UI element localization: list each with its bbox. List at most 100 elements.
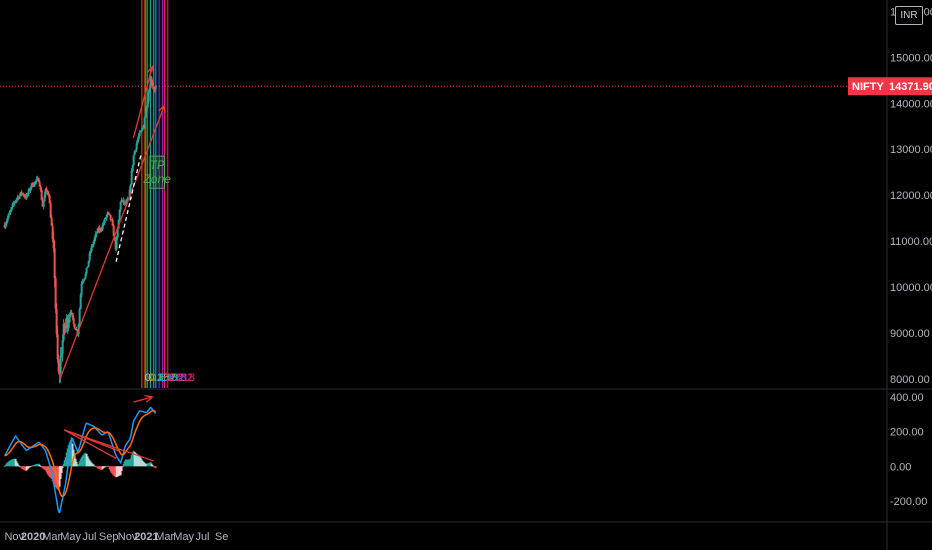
candle-body: [133, 151, 136, 155]
macd-histogram-bar: [130, 455, 133, 467]
macd-tick-label: -200.00: [890, 496, 927, 508]
macd-histogram-bar: [69, 440, 72, 467]
macd-histogram-bar: [88, 460, 91, 467]
candle-body: [119, 201, 122, 210]
macd-histogram-bar: [9, 460, 12, 467]
macd-histogram-bar: [104, 466, 107, 468]
macd-histogram-bar: [111, 466, 114, 475]
price-trendline: [58, 105, 166, 382]
candle-body: [32, 185, 35, 187]
macd-histogram-bar: [90, 462, 93, 467]
macd-histogram-bar: [138, 455, 141, 467]
macd-histogram-bar: [62, 463, 65, 467]
macd-histogram-bar: [122, 463, 125, 467]
macd-histogram-bar: [76, 464, 79, 467]
fib-zone-band: [147, 0, 151, 388]
price-tick-label: 10000.00: [890, 282, 932, 294]
macd-histogram-bar: [136, 454, 139, 467]
macd-histogram-bar: [53, 466, 56, 486]
currency-button[interactable]: INR: [895, 6, 923, 25]
candle-body: [101, 224, 104, 230]
macd-histogram-bar: [151, 465, 154, 467]
candle-body: [40, 189, 43, 200]
candle-body: [128, 189, 131, 199]
candle-body: [102, 223, 105, 225]
candle-body: [91, 245, 94, 247]
macd-histogram-bar: [101, 466, 104, 470]
candle-body: [43, 194, 46, 202]
macd-histogram-bar: [47, 466, 50, 476]
tp-zone-label-zone: Zone: [143, 172, 172, 186]
time-tick-label: Se: [215, 531, 228, 543]
macd-histogram-bar: [127, 459, 130, 467]
macd-histogram-bar: [4, 464, 7, 467]
macd-histogram-bar: [58, 466, 61, 487]
macd-histogram-bar: [129, 458, 132, 467]
candle-body: [140, 129, 143, 132]
candle-body: [33, 181, 36, 186]
macd-histogram-bar: [110, 466, 113, 474]
macd-histogram-bar: [119, 466, 122, 476]
macd-histogram-bar: [144, 463, 147, 467]
candle-body: [122, 199, 125, 204]
macd-tick-label: 200.00: [890, 427, 924, 439]
macd-histogram-bar: [38, 464, 41, 467]
time-tick-label: Jul: [195, 531, 209, 543]
macd-histogram-bar: [46, 466, 49, 475]
macd-histogram-bar: [44, 466, 47, 471]
candle-body: [56, 333, 59, 360]
macd-histogram-bar: [133, 451, 136, 467]
macd-histogram-bar: [125, 459, 128, 467]
macd-histogram-bar: [93, 465, 96, 467]
macd-histogram-bar: [118, 466, 121, 476]
candle-body: [64, 324, 67, 328]
candle-body: [81, 281, 84, 284]
macd-histogram-bar: [142, 461, 145, 467]
macd-tick-label: 0.00: [890, 461, 911, 473]
macd-histogram-bar: [48, 466, 51, 477]
macd-histogram-bar: [25, 466, 28, 471]
macd-histogram-bar: [15, 461, 18, 467]
macd-histogram-bar: [70, 438, 73, 467]
candle-body: [34, 181, 37, 183]
candle-body: [138, 132, 141, 137]
candle-body: [11, 204, 14, 208]
candle-body: [31, 183, 34, 187]
candle-body: [88, 253, 91, 261]
candle-body: [47, 193, 50, 196]
macd-histogram-bar: [121, 466, 124, 468]
macd-histogram-bar: [42, 466, 45, 469]
macd-histogram-bar: [65, 452, 68, 467]
macd-histogram-bar: [10, 459, 13, 467]
time-tick-label: 2020: [21, 531, 45, 543]
candle-body: [14, 200, 17, 203]
candle-body: [129, 184, 132, 190]
macd-histogram-bar: [89, 461, 92, 467]
macd-histogram-bar: [23, 466, 26, 471]
macd-panel: [3, 394, 157, 514]
price-trendline-arrowhead: [158, 104, 166, 114]
candle-body: [134, 149, 137, 152]
macd-histogram-bar: [60, 466, 63, 473]
candle-body: [93, 237, 96, 242]
candle-body: [49, 203, 52, 218]
candle-body: [85, 267, 88, 274]
price-tick-label: 13000.00: [890, 144, 932, 156]
macd-histogram-bar: [24, 466, 27, 471]
macd-histogram-bar: [85, 453, 88, 467]
candle-body: [146, 101, 149, 108]
time-tick-label: May: [173, 531, 194, 543]
candle-body: [147, 92, 150, 102]
candle-body: [105, 215, 108, 219]
time-tick-label: 2021: [134, 531, 158, 543]
candle-body: [55, 308, 58, 334]
macd-histogram-bar: [153, 466, 156, 468]
macd-histogram-bar: [26, 466, 29, 470]
macd-histogram-bar: [73, 454, 76, 467]
candle-body: [12, 203, 15, 205]
macd-histogram-bar: [75, 462, 78, 467]
macd-histogram-bar: [113, 466, 116, 477]
candle-body: [100, 229, 103, 231]
